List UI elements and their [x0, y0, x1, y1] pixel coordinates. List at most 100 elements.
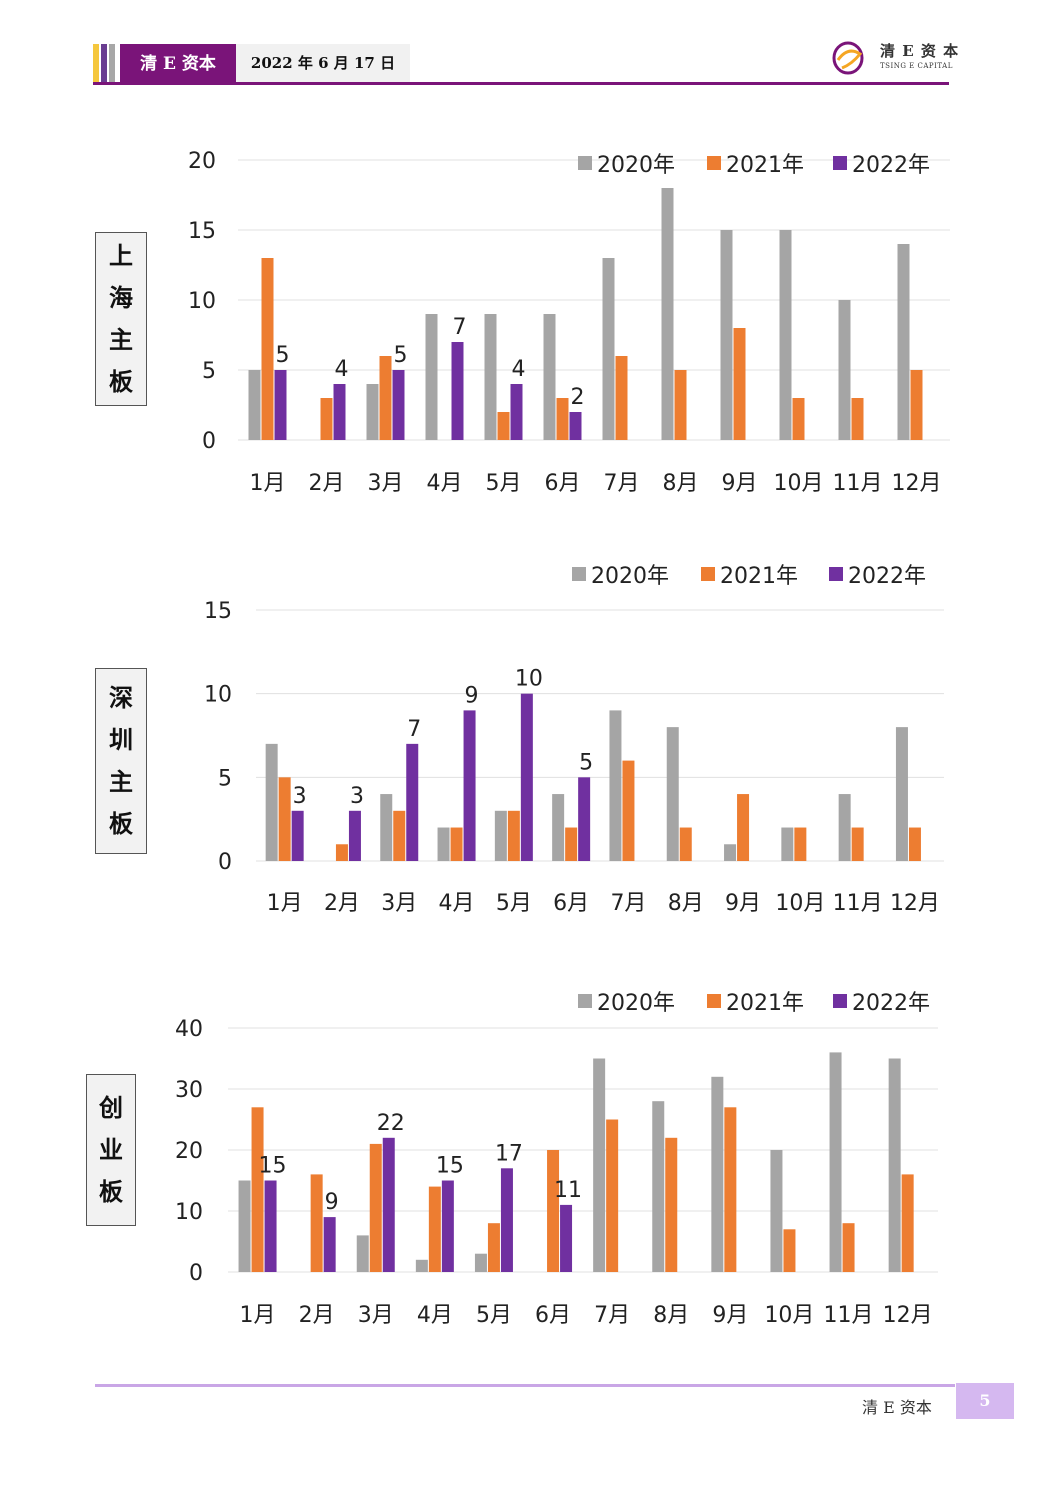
bar-2022年-1月	[264, 1180, 277, 1272]
bar-2020年-1月	[248, 370, 261, 440]
logo-chinese-text: 清 E 资 本	[880, 42, 960, 60]
side-label-char: 板	[109, 810, 133, 838]
bar-2020年-12月	[895, 727, 908, 861]
legend-swatch	[829, 567, 843, 581]
bar-2020年-7月	[602, 258, 615, 440]
data-label: 7	[453, 315, 467, 340]
bar-2022年-2月	[348, 810, 361, 861]
bar-2021年-10月	[794, 827, 807, 861]
header-date: 2022 年 6 月 17 日	[236, 44, 410, 82]
data-label: 11	[554, 1178, 582, 1203]
legend-swatch	[833, 994, 847, 1008]
bar-2021年-10月	[783, 1229, 796, 1272]
x-tick-label: 7月	[610, 891, 646, 916]
bar-2021年-1月	[261, 258, 274, 440]
bar-2021年-3月	[369, 1143, 382, 1272]
legend-label: 2021年	[720, 564, 798, 589]
chart-2-group: 0 10 20 30 40 15 1月 9 2月 22 3月 15 4月 17 5月 11 6月 7月 8月 9月 10…	[175, 991, 938, 1328]
bar-2020年-7月	[609, 710, 622, 861]
bar-2020年-8月	[661, 188, 674, 440]
bar-2020年-5月	[494, 810, 507, 861]
stripe-yellow	[93, 44, 99, 84]
bar-2021年-7月	[606, 1119, 619, 1272]
x-tick-label: 6月	[553, 891, 589, 916]
bar-2022年-5月	[520, 693, 533, 861]
bar-2021年-3月	[379, 356, 392, 440]
y-tick-label: 20	[175, 1139, 203, 1164]
y-tick-label: 10	[204, 683, 232, 708]
bar-2022年-5月	[500, 1168, 513, 1272]
data-label: 17	[495, 1141, 523, 1166]
y-tick-label: 10	[188, 289, 216, 314]
legend-label: 2020年	[591, 564, 669, 589]
y-tick-label: 15	[204, 599, 232, 624]
data-label: 5	[579, 750, 593, 775]
legend-swatch	[833, 156, 847, 170]
side-label-char: 创	[99, 1094, 123, 1122]
header-rule	[93, 82, 949, 85]
side-label-char: 业	[99, 1136, 123, 1164]
bar-2021年-4月	[450, 827, 463, 861]
data-label: 15	[436, 1154, 464, 1179]
bar-2020年-11月	[838, 794, 851, 861]
bar-2020年-7月	[593, 1058, 606, 1272]
bar-2020年-3月	[366, 384, 379, 440]
bar-2020年-12月	[888, 1058, 901, 1272]
x-tick-label: 11月	[833, 891, 883, 916]
bar-2020年-5月	[484, 314, 497, 440]
bar-2022年-2月	[333, 384, 346, 440]
side-label-char: 海	[109, 284, 133, 312]
x-tick-label: 12月	[883, 1303, 933, 1328]
bar-2022年-3月	[382, 1137, 395, 1272]
x-tick-label: 8月	[663, 471, 699, 496]
bar-2021年-6月	[556, 398, 569, 440]
bar-2022年-6月	[569, 412, 582, 440]
tsing-e-logo-icon	[832, 41, 864, 75]
bar-2022年-4月	[463, 710, 476, 861]
bar-2021年-8月	[679, 827, 692, 861]
data-label: 7	[407, 717, 421, 742]
data-label: 3	[293, 784, 307, 809]
data-label: 9	[465, 683, 479, 708]
bar-2022年-5月	[510, 384, 523, 440]
data-label: 4	[512, 357, 526, 382]
bar-2021年-2月	[320, 398, 333, 440]
bar-2022年-4月	[441, 1180, 454, 1272]
y-tick-label: 30	[175, 1078, 203, 1103]
x-tick-label: 3月	[381, 891, 417, 916]
footer-brand: 清 E 资本	[862, 1398, 932, 1417]
bar-2021年-5月	[497, 412, 510, 440]
legend-swatch	[707, 994, 721, 1008]
y-tick-label: 5	[218, 766, 232, 791]
bar-2021年-2月	[310, 1174, 323, 1272]
y-tick-label: 40	[175, 1017, 203, 1042]
x-tick-label: 1月	[267, 891, 303, 916]
bar-2020年-5月	[474, 1253, 487, 1272]
bar-2020年-1月	[265, 743, 278, 861]
bar-2020年-11月	[829, 1052, 842, 1272]
x-tick-label: 9月	[725, 891, 761, 916]
bar-2020年-10月	[781, 827, 794, 861]
x-tick-label: 7月	[604, 471, 640, 496]
legend-label: 2022年	[852, 991, 930, 1016]
stripe-purple	[101, 44, 107, 84]
x-tick-label: 10月	[775, 891, 825, 916]
bar-2021年-6月	[565, 827, 578, 861]
side-label-chinext-board: 创业板	[86, 1074, 136, 1226]
bar-2021年-11月	[842, 1223, 855, 1272]
bar-2020年-4月	[437, 827, 450, 861]
legend-label: 2020年	[597, 991, 675, 1016]
bar-2020年-4月	[415, 1259, 428, 1272]
x-tick-label: 2月	[299, 1303, 335, 1328]
side-label-char: 板	[99, 1178, 123, 1206]
legend-swatch	[701, 567, 715, 581]
bar-2021年-11月	[851, 827, 864, 861]
side-label-char: 板	[109, 368, 133, 396]
data-label: 4	[335, 357, 349, 382]
x-tick-label: 12月	[892, 471, 942, 496]
bar-2021年-5月	[507, 810, 520, 861]
bar-2020年-12月	[897, 244, 910, 440]
legend-swatch	[578, 156, 592, 170]
legend-label: 2021年	[726, 991, 804, 1016]
x-tick-label: 10月	[774, 471, 824, 496]
